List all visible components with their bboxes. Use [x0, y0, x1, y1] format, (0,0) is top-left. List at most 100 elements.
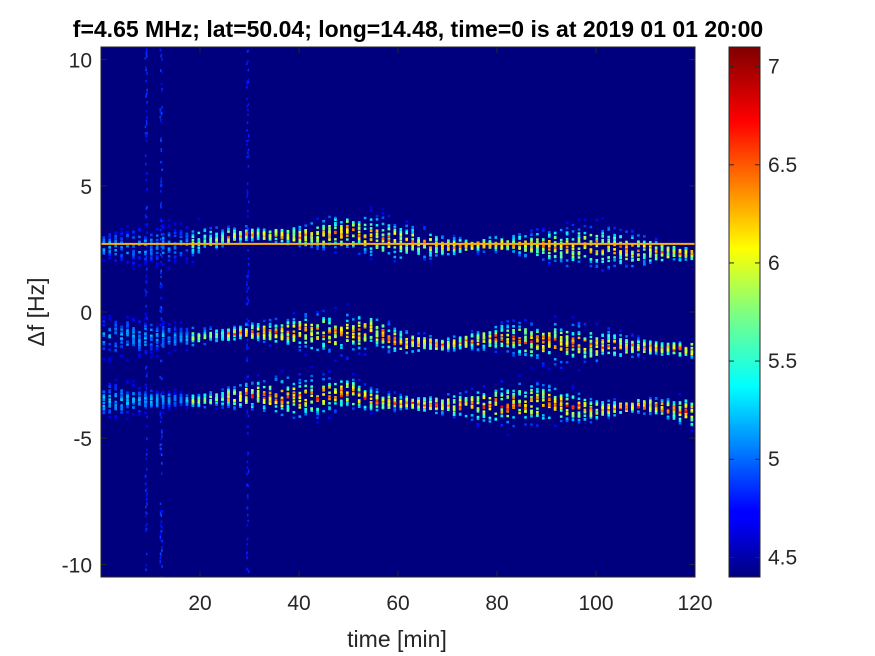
heat-cell — [643, 342, 646, 346]
heat-cell — [114, 403, 117, 406]
heat-cell — [637, 337, 640, 340]
heat-cell — [328, 337, 331, 340]
heat-cell — [559, 400, 563, 403]
heat-cell — [577, 413, 581, 416]
heat-cell — [120, 406, 123, 409]
heat-cell — [613, 339, 616, 342]
heat-cell — [292, 394, 296, 397]
heat-cell — [637, 257, 640, 261]
heat-cell — [108, 400, 111, 404]
heat-cell — [643, 357, 646, 360]
heat-cell — [108, 405, 111, 408]
heat-cell — [559, 366, 563, 369]
heat-cell — [506, 420, 509, 424]
heat-cell — [251, 324, 254, 328]
heat-cell — [447, 244, 450, 247]
heat-cell — [548, 393, 551, 397]
heat-cell — [405, 395, 408, 399]
x-tick-label: 100 — [578, 592, 613, 615]
heat-cell — [637, 355, 640, 358]
heat-cell — [155, 401, 159, 404]
heat-cell — [577, 218, 581, 221]
heat-cell — [500, 405, 504, 409]
heat-cell — [334, 218, 337, 221]
heat-cell — [322, 247, 325, 250]
heat-cell — [595, 264, 599, 268]
heat-cell — [601, 257, 604, 261]
heat-cell — [268, 331, 272, 334]
heat-cell — [601, 234, 604, 237]
noise-cell — [145, 294, 147, 297]
heat-cell — [613, 336, 616, 339]
heat-cell — [542, 347, 545, 350]
heat-cell — [417, 339, 420, 342]
noise-cell — [246, 543, 248, 546]
heat-cell — [132, 267, 135, 270]
noise-cell — [247, 471, 249, 474]
heat-cell — [476, 336, 480, 340]
heat-cell — [452, 234, 456, 238]
heat-cell — [649, 351, 652, 354]
heat-cell — [108, 342, 111, 346]
heat-cell — [132, 263, 135, 266]
heat-cell — [245, 377, 248, 380]
heat-cell — [334, 334, 337, 337]
noise-cell — [159, 228, 162, 232]
heat-cell — [114, 238, 117, 241]
heat-cell — [292, 392, 296, 395]
noise-cell — [160, 317, 163, 321]
heat-cell — [553, 346, 557, 349]
heat-cell — [262, 336, 266, 339]
heat-cell — [357, 405, 361, 408]
noise-cell — [246, 195, 248, 198]
heat-cell — [262, 327, 266, 330]
noise-cell — [160, 201, 162, 205]
heat-cell — [589, 413, 593, 416]
heat-cell — [221, 336, 224, 339]
heat-cell — [209, 326, 212, 329]
heat-cell — [518, 343, 521, 347]
heat-cell — [274, 405, 278, 408]
noise-cell — [160, 184, 162, 188]
heat-cell — [530, 405, 533, 408]
noise-cell — [146, 244, 148, 248]
heat-cell — [559, 402, 563, 405]
noise-cell — [246, 347, 249, 350]
noise-cell — [145, 511, 147, 514]
y-axis-label: Δf [Hz] — [23, 277, 49, 346]
heat-cell — [399, 347, 403, 350]
heat-cell — [464, 248, 468, 251]
heat-cell — [649, 251, 652, 254]
heat-cell — [215, 334, 218, 338]
noise-cell — [145, 374, 148, 378]
heat-cell — [524, 391, 527, 394]
noise-cell — [159, 111, 162, 114]
heat-cell — [476, 335, 480, 338]
heat-cell — [108, 314, 111, 318]
heat-cell — [447, 245, 450, 249]
heat-cell — [595, 260, 599, 263]
heat-cell — [251, 390, 254, 394]
heat-cell — [108, 233, 111, 236]
heat-cell — [114, 416, 117, 419]
heat-cell — [607, 228, 610, 231]
heat-cell — [571, 258, 575, 262]
heat-cell — [286, 318, 290, 322]
heat-cell — [221, 334, 224, 338]
noise-cell — [146, 116, 148, 119]
heat-cell — [470, 405, 474, 408]
heat-cell — [690, 250, 694, 253]
heat-cell — [660, 258, 664, 262]
heat-cell — [631, 244, 634, 247]
heat-cell — [435, 405, 438, 408]
heat-cell — [322, 227, 325, 231]
heat-cell — [357, 346, 361, 350]
heat-cell — [138, 355, 141, 358]
heat-cell — [369, 257, 373, 261]
y-tick-label: -10 — [62, 554, 92, 577]
heat-cell — [399, 240, 403, 243]
heat-cell — [458, 345, 462, 348]
heat-cell — [274, 398, 278, 401]
heat-cell — [452, 247, 456, 250]
heat-cell — [649, 348, 652, 352]
